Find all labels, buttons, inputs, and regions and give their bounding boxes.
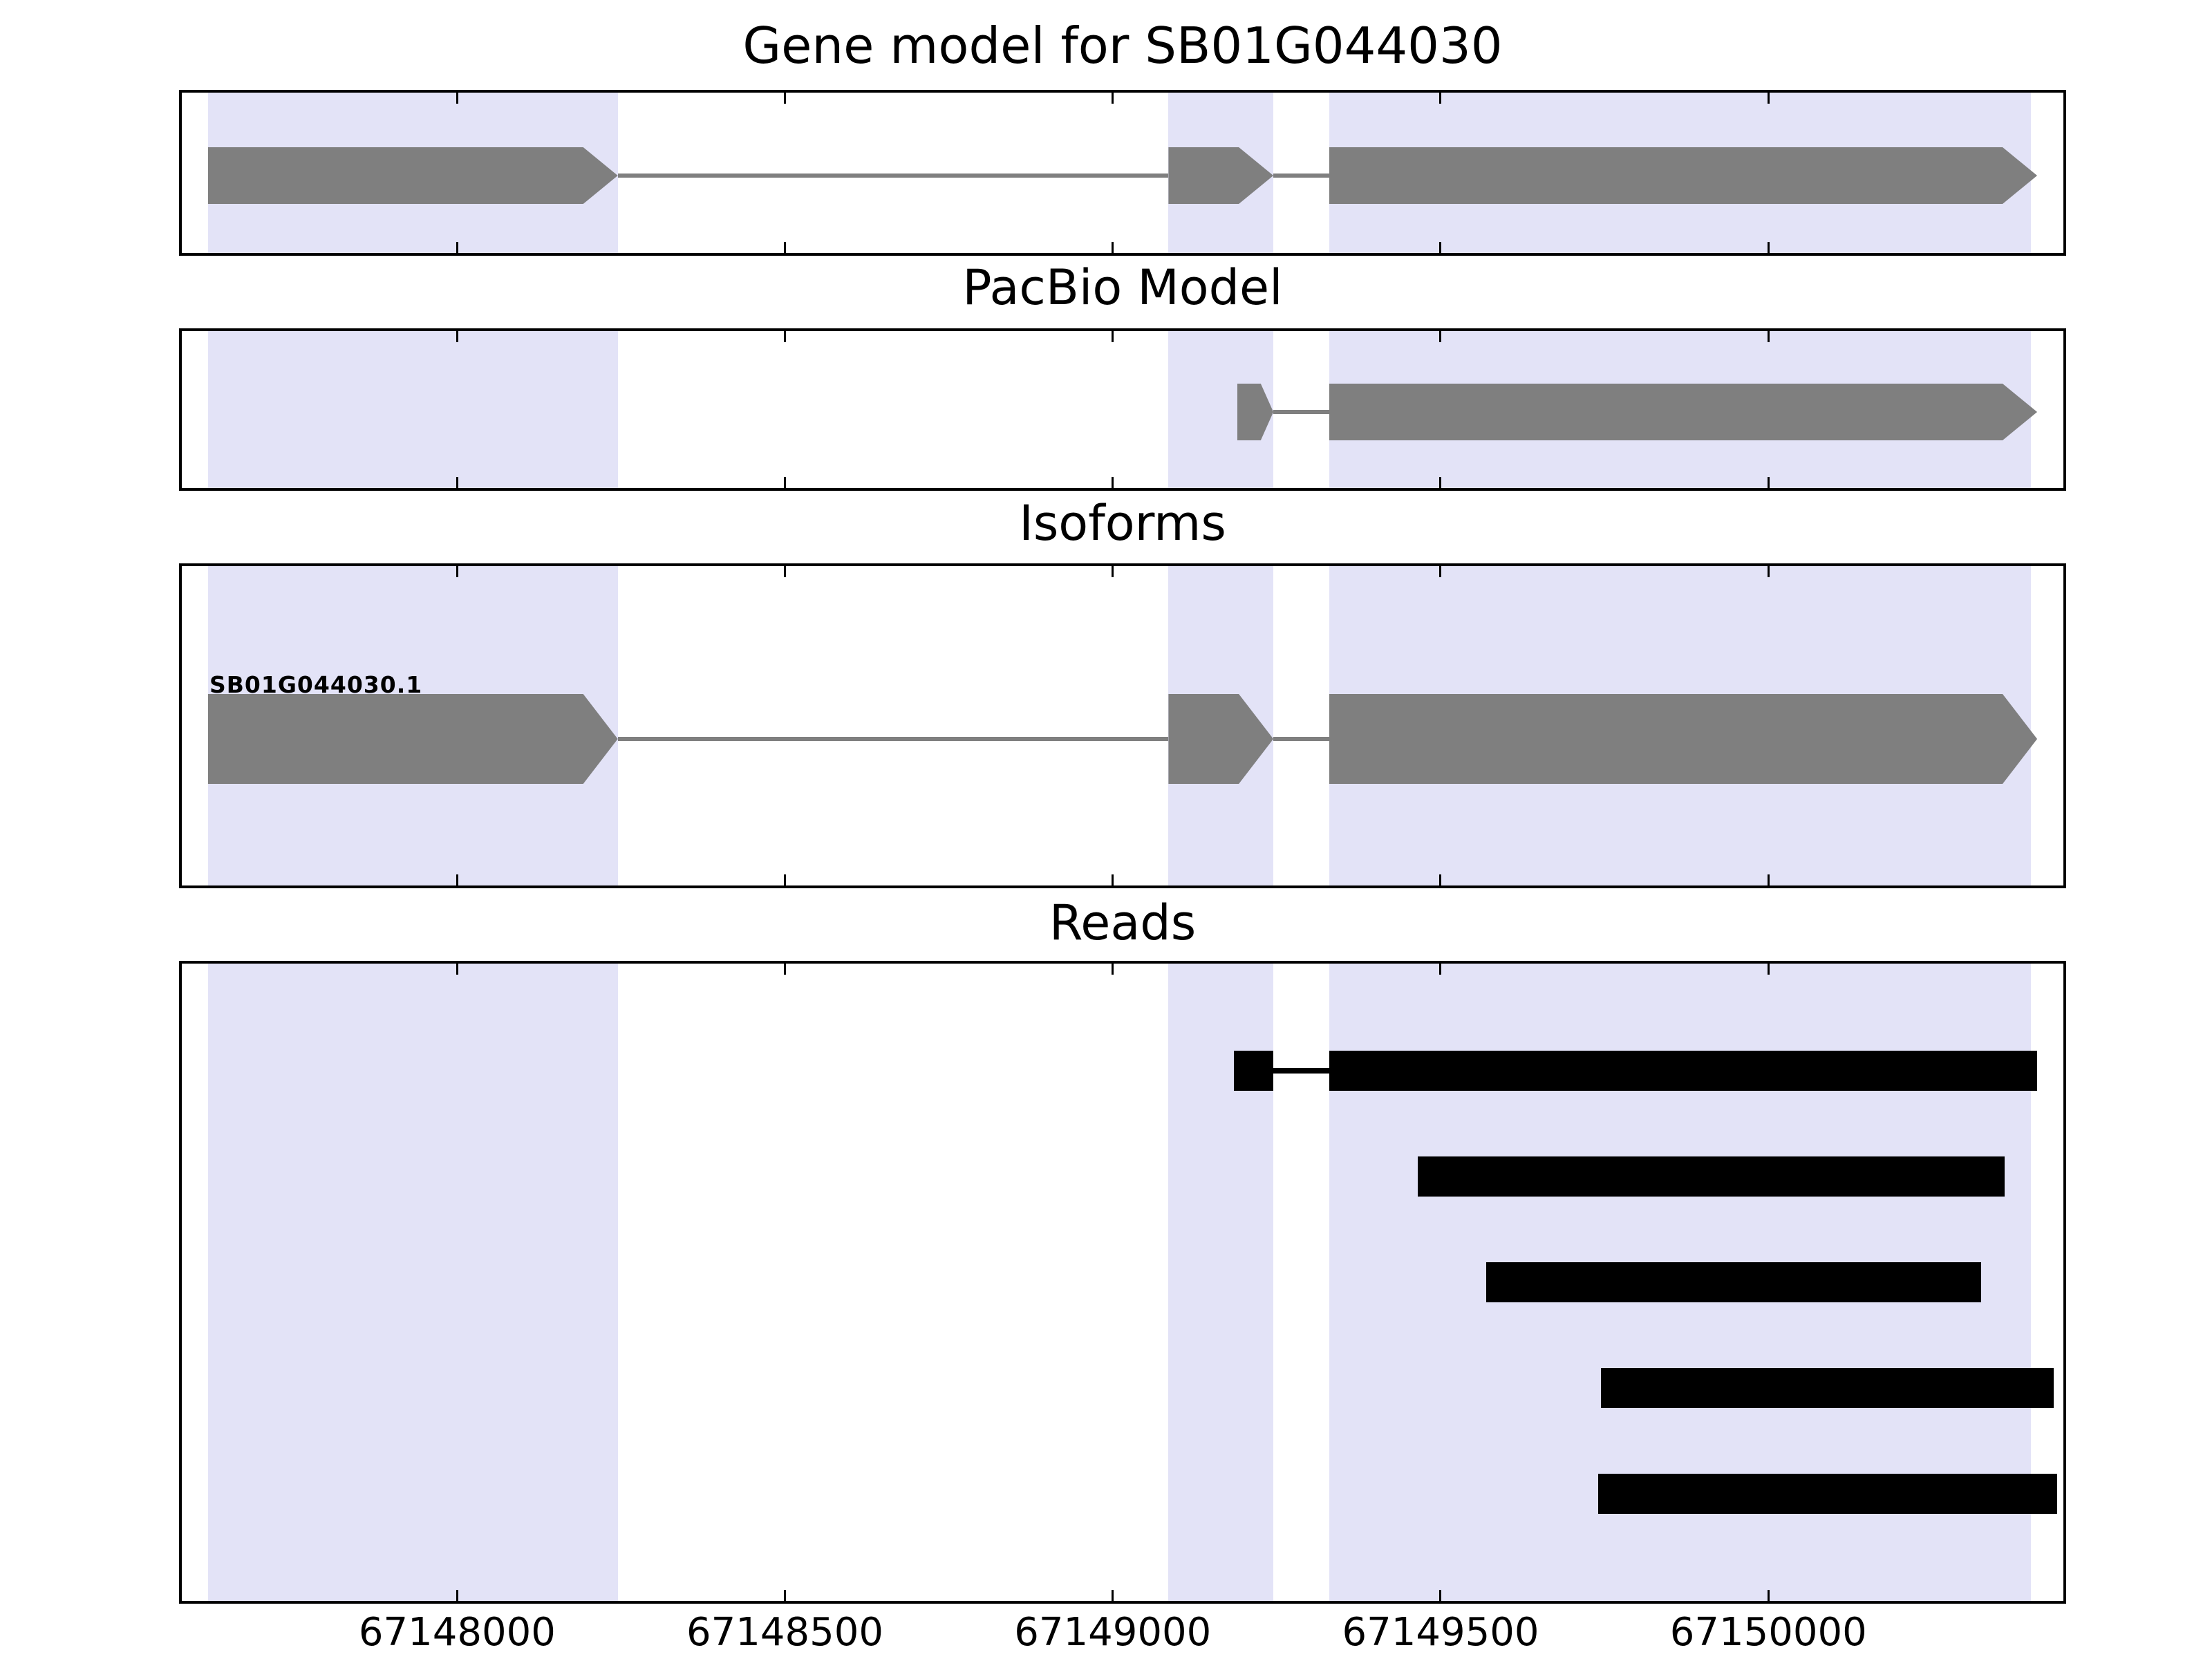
axis-tick bbox=[1439, 874, 1442, 885]
axis-tick bbox=[1112, 566, 1114, 577]
read-bar bbox=[1329, 1051, 2038, 1091]
axis-tick bbox=[1767, 331, 1770, 342]
axis-tick bbox=[1767, 477, 1770, 488]
axis-tick bbox=[1439, 477, 1442, 488]
intron-line bbox=[1273, 410, 1329, 414]
read-gap-line bbox=[1273, 1068, 1329, 1074]
x-tick-label: 67149500 bbox=[1342, 1610, 1539, 1655]
axis-tick bbox=[456, 964, 458, 975]
axis-tick bbox=[1767, 874, 1770, 885]
axis-tick bbox=[1112, 242, 1114, 253]
axis-tick bbox=[1439, 242, 1442, 253]
axis-tick bbox=[1767, 964, 1770, 975]
axis-tick bbox=[784, 874, 787, 885]
axis-tick bbox=[1112, 874, 1114, 885]
axis-tick bbox=[1112, 331, 1114, 342]
exon-shape bbox=[207, 694, 618, 784]
exon-shape bbox=[1329, 384, 2038, 440]
intron-line bbox=[1273, 174, 1329, 178]
axis-tick bbox=[784, 1590, 787, 1601]
axis-tick bbox=[456, 1590, 458, 1601]
axis-tick bbox=[1439, 331, 1442, 342]
exon-shape bbox=[1329, 694, 2038, 784]
x-tick-label: 67149000 bbox=[1014, 1610, 1212, 1655]
exon-shape bbox=[207, 147, 618, 204]
axis-tick bbox=[1112, 1590, 1114, 1601]
axis-tick bbox=[784, 566, 787, 577]
reads-title: Reads bbox=[1049, 894, 1197, 951]
axis-tick bbox=[784, 93, 787, 104]
intron-line bbox=[617, 174, 1169, 178]
axis-tick bbox=[1767, 242, 1770, 253]
read-bar bbox=[1234, 1051, 1274, 1091]
isoforms-panel: SB01G044030.1 bbox=[179, 563, 2066, 888]
axis-tick bbox=[1439, 1590, 1442, 1601]
axis-tick bbox=[456, 477, 458, 488]
intron-line bbox=[617, 737, 1169, 741]
axis-tick bbox=[456, 566, 458, 577]
axis-tick bbox=[1112, 93, 1114, 104]
x-tick-label: 67150000 bbox=[1669, 1610, 1867, 1655]
x-tick-label: 67148500 bbox=[686, 1610, 884, 1655]
axis-tick bbox=[1767, 93, 1770, 104]
pacbio-model-title: PacBio Model bbox=[962, 259, 1283, 316]
x-axis-tick-labels: 67148000 67148500 67149000 67149500 67150000 bbox=[182, 1608, 2063, 1658]
reads-panel bbox=[179, 961, 2066, 1604]
gene-model-panel bbox=[179, 90, 2066, 256]
axis-tick bbox=[1439, 964, 1442, 975]
axis-tick bbox=[456, 874, 458, 885]
axis-tick bbox=[456, 331, 458, 342]
read-bar bbox=[1597, 1474, 2057, 1514]
highlight-region bbox=[207, 964, 618, 1601]
axis-tick bbox=[784, 242, 787, 253]
axis-tick bbox=[1112, 964, 1114, 975]
axis-tick bbox=[784, 331, 787, 342]
x-tick-label: 67148000 bbox=[358, 1610, 556, 1655]
read-bar bbox=[1601, 1368, 2054, 1408]
axis-tick bbox=[456, 242, 458, 253]
intron-line bbox=[1273, 737, 1329, 741]
axis-tick bbox=[1112, 477, 1114, 488]
axis-tick bbox=[1439, 566, 1442, 577]
read-bar bbox=[1486, 1262, 1982, 1302]
isoform-label: SB01G044030.1 bbox=[209, 671, 423, 698]
isoforms-title: Isoforms bbox=[1019, 495, 1226, 552]
axis-tick bbox=[784, 964, 787, 975]
exon-shape bbox=[1329, 147, 2038, 204]
axis-tick bbox=[1767, 1590, 1770, 1601]
axis-tick bbox=[1439, 93, 1442, 104]
axis-tick bbox=[784, 477, 787, 488]
pacbio-model-panel bbox=[179, 328, 2066, 491]
read-bar bbox=[1417, 1156, 2005, 1197]
axis-tick bbox=[456, 93, 458, 104]
axis-tick bbox=[1767, 566, 1770, 577]
highlight-region bbox=[207, 331, 618, 488]
gene-model-title: Gene model for SB01G044030 bbox=[742, 17, 1503, 75]
